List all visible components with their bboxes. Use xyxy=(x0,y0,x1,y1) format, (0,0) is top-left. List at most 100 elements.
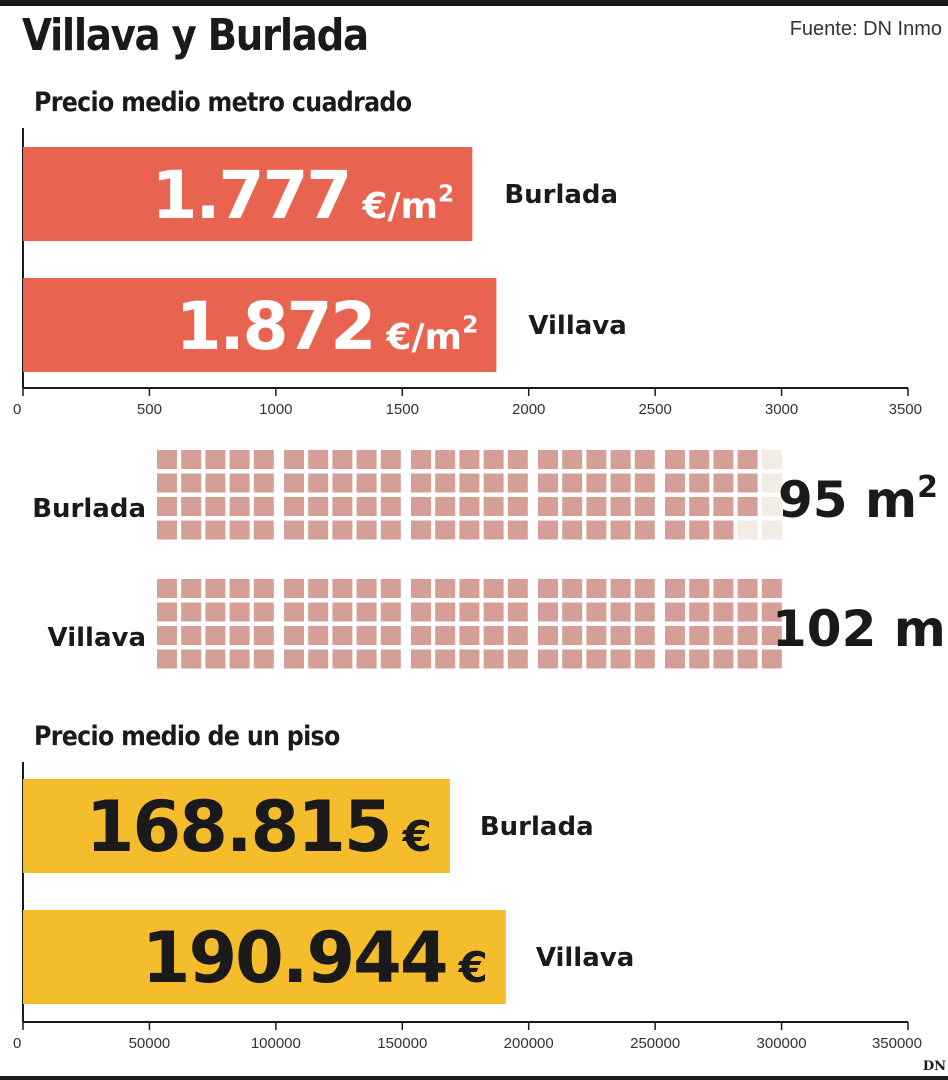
filled-square xyxy=(562,520,583,540)
filled-square xyxy=(229,579,250,598)
filled-square xyxy=(538,626,558,645)
filled-square xyxy=(435,450,456,469)
filled-square xyxy=(205,602,226,622)
filled-square xyxy=(761,649,782,669)
filled-square xyxy=(284,579,304,598)
filled-square xyxy=(689,626,710,645)
filled-square xyxy=(253,649,274,669)
bar-burlada xyxy=(23,147,473,241)
filled-square xyxy=(483,579,504,598)
filled-square xyxy=(229,520,250,540)
filled-square xyxy=(284,450,304,469)
surface-pictogram: Burlada 95 m2 Villava 102 m2 xyxy=(32,450,948,669)
filled-square xyxy=(205,473,226,493)
bottom-rule xyxy=(0,1076,948,1080)
source-note: Fuente: DN Inmo xyxy=(789,18,942,40)
empty-square xyxy=(737,520,758,540)
filled-square xyxy=(483,497,504,516)
filled-square xyxy=(435,602,456,622)
filled-square xyxy=(308,473,329,493)
filled-square xyxy=(538,579,558,598)
category-label-burlada: Burlada xyxy=(504,180,618,210)
filled-square xyxy=(205,450,226,469)
filled-square xyxy=(610,473,631,493)
filled-square xyxy=(610,520,631,540)
filled-square xyxy=(205,649,226,669)
filled-square xyxy=(157,602,177,622)
filled-square xyxy=(332,626,353,645)
filled-square xyxy=(459,579,480,598)
category-label-villava: Villava xyxy=(528,311,626,341)
filled-square xyxy=(411,473,431,493)
filled-square xyxy=(483,626,504,645)
filled-square xyxy=(411,602,431,622)
filled-square xyxy=(181,579,202,598)
filled-square xyxy=(356,473,377,493)
filled-square xyxy=(610,626,631,645)
x-tick-label: 200000 xyxy=(504,1035,554,1052)
filled-square xyxy=(586,473,607,493)
filled-square xyxy=(157,497,177,516)
filled-square xyxy=(435,579,456,598)
x-tick-label: 3000 xyxy=(765,401,798,418)
filled-square xyxy=(665,473,685,493)
filled-square xyxy=(356,497,377,516)
filled-square xyxy=(586,497,607,516)
filled-square xyxy=(157,520,177,540)
filled-square xyxy=(665,497,685,516)
filled-square xyxy=(713,520,734,540)
filled-square xyxy=(356,649,377,669)
filled-square xyxy=(507,520,528,540)
filled-square xyxy=(284,473,304,493)
filled-square xyxy=(380,602,401,622)
category-label-villava: Villava xyxy=(536,943,634,973)
filled-square xyxy=(380,520,401,540)
filled-square xyxy=(634,520,655,540)
filled-square xyxy=(435,649,456,669)
filled-square xyxy=(610,450,631,469)
filled-square xyxy=(538,649,558,669)
filled-square xyxy=(308,497,329,516)
filled-square xyxy=(665,649,685,669)
filled-square xyxy=(253,602,274,622)
filled-square xyxy=(761,626,782,645)
filled-square xyxy=(332,473,353,493)
filled-square xyxy=(284,520,304,540)
filled-square xyxy=(483,473,504,493)
filled-square xyxy=(253,520,274,540)
x-tick-label: 350000 xyxy=(872,1035,922,1052)
filled-square xyxy=(435,520,456,540)
filled-square xyxy=(713,602,734,622)
filled-square xyxy=(459,497,480,516)
filled-square xyxy=(610,579,631,598)
filled-square xyxy=(507,626,528,645)
filled-square xyxy=(665,450,685,469)
filled-square xyxy=(483,649,504,669)
filled-square xyxy=(380,649,401,669)
filled-square xyxy=(229,626,250,645)
filled-square xyxy=(507,579,528,598)
filled-square xyxy=(181,626,202,645)
filled-square xyxy=(483,520,504,540)
filled-square xyxy=(737,579,758,598)
filled-square xyxy=(507,497,528,516)
filled-square xyxy=(332,497,353,516)
filled-square xyxy=(181,520,202,540)
x-tick-label: 0 xyxy=(13,1035,21,1052)
empty-square xyxy=(761,497,782,516)
filled-square xyxy=(689,450,710,469)
top-rule xyxy=(0,0,948,6)
filled-square xyxy=(253,473,274,493)
filled-square xyxy=(713,450,734,469)
filled-square xyxy=(562,579,583,598)
filled-square xyxy=(610,649,631,669)
infographic-title: Villava y Burlada xyxy=(22,10,369,61)
filled-square xyxy=(181,649,202,669)
empty-square xyxy=(761,450,782,469)
filled-square xyxy=(634,579,655,598)
filled-square xyxy=(205,626,226,645)
empty-square xyxy=(761,520,782,540)
filled-square xyxy=(737,497,758,516)
category-label-burlada: Burlada xyxy=(480,812,594,842)
filled-square xyxy=(332,649,353,669)
